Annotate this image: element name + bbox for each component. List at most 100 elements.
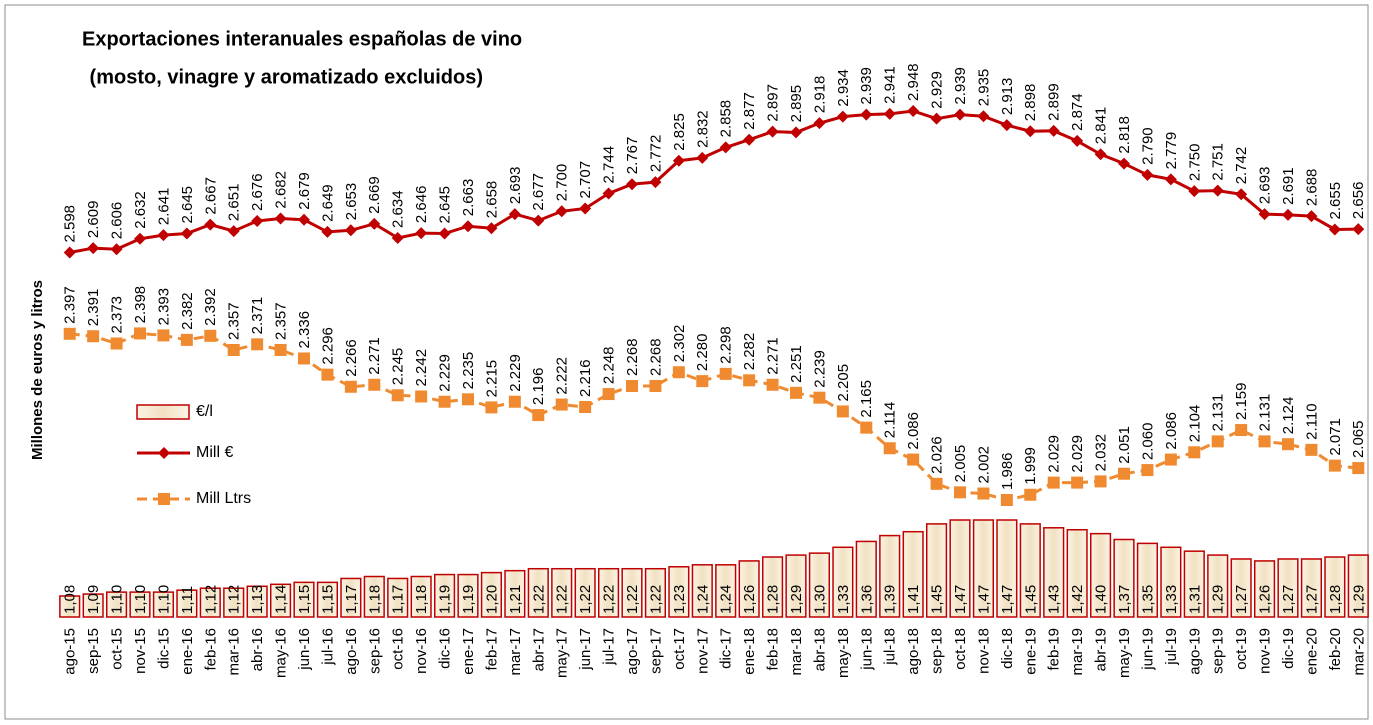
bar-value-label: 1,20 <box>483 585 500 614</box>
line-marker <box>274 343 287 356</box>
bar <box>1066 528 1088 618</box>
point-value-label: 2.653 <box>343 183 360 221</box>
point-value-label: 2.691 <box>1280 167 1297 205</box>
bar <box>410 575 432 618</box>
line-marker <box>649 379 662 392</box>
point-value-label: 2.679 <box>296 172 313 210</box>
bar <box>574 567 596 618</box>
point-value-label: 2.124 <box>1280 397 1297 435</box>
line-marker <box>1235 424 1248 437</box>
line-marker <box>63 246 76 259</box>
line-marker <box>907 453 920 466</box>
bar <box>1043 527 1065 618</box>
x-tick-label: abr-18 <box>811 628 828 671</box>
point-value-label: 2.790 <box>1139 127 1156 165</box>
bar <box>504 569 526 618</box>
bar-value-label: 1,36 <box>858 585 875 614</box>
line-marker <box>415 227 428 240</box>
bar-value-label: 1,26 <box>741 585 758 614</box>
point-value-label: 2.841 <box>1093 107 1110 145</box>
point-value-label: 2.002 <box>975 446 992 484</box>
point-value-label: 2.598 <box>62 205 79 243</box>
point-value-label: 2.336 <box>296 311 313 349</box>
bar-value-label: 1,19 <box>460 585 477 614</box>
line-marker <box>227 343 240 356</box>
x-tick-label: mar-18 <box>788 628 805 676</box>
bar <box>996 519 1018 618</box>
bar-value-label: 1,31 <box>1186 585 1203 614</box>
point-value-label: 2.688 <box>1303 169 1320 207</box>
bar <box>761 556 784 618</box>
bar-value-label: 1,23 <box>671 585 688 614</box>
point-value-label: 2.918 <box>811 76 828 114</box>
point-value-label: 2.832 <box>694 110 711 148</box>
line-marker <box>344 224 357 237</box>
bar <box>972 519 995 618</box>
point-value-label: 2.935 <box>975 69 992 107</box>
x-tick-label: may-17 <box>554 628 571 678</box>
line-marker <box>883 107 896 120</box>
line-marker <box>368 378 381 391</box>
line-marker <box>1211 184 1224 197</box>
x-tick-label: sep-16 <box>366 628 383 674</box>
line-marker <box>157 329 170 342</box>
point-value-label: 2.645 <box>437 186 454 224</box>
line-marker <box>555 398 568 411</box>
x-tick-label: mar-16 <box>226 628 243 676</box>
line-marker <box>298 213 310 226</box>
line-marker <box>1282 208 1294 221</box>
point-value-label: 2.682 <box>273 171 290 209</box>
point-value-label: 2.397 <box>62 286 79 324</box>
x-tick-label: feb-19 <box>1046 628 1063 671</box>
bar-value-label: 1,18 <box>366 585 383 614</box>
line-marker <box>508 208 521 221</box>
point-value-label: 2.877 <box>741 92 758 130</box>
point-value-label: 2.373 <box>109 296 126 334</box>
point-value-label: 2.398 <box>132 286 149 324</box>
bar-value-label: 1,22 <box>577 585 594 614</box>
line-marker <box>1118 157 1130 170</box>
point-value-label: 2.667 <box>202 177 219 215</box>
point-value-label: 2.818 <box>1116 116 1133 154</box>
x-tick-label: jun-17 <box>577 628 594 671</box>
line-marker <box>180 227 193 240</box>
line-marker <box>368 217 381 230</box>
bar <box>1183 550 1205 618</box>
bar-value-label: 1,45 <box>929 585 946 614</box>
x-tick-label: ago-17 <box>624 628 641 675</box>
point-value-label: 2.245 <box>390 348 407 386</box>
x-tick-label: dic-15 <box>155 628 172 669</box>
point-value-label: 2.104 <box>1186 405 1203 443</box>
line-marker <box>1141 464 1154 477</box>
point-value-label: 2.357 <box>273 302 290 340</box>
point-value-label: 2.658 <box>483 181 500 219</box>
bar-value-label: 1,15 <box>296 585 313 614</box>
point-value-label: 2.371 <box>249 297 266 335</box>
point-value-label: 2.302 <box>671 325 688 363</box>
bar-value-label: 1,24 <box>718 585 735 614</box>
x-tick-label: ago-19 <box>1186 628 1203 675</box>
x-tick-label: nov-16 <box>413 628 430 674</box>
point-value-label: 2.606 <box>109 202 126 240</box>
x-tick-label: sep-18 <box>929 628 946 674</box>
bar-value-label: 1,29 <box>1350 585 1367 614</box>
x-tick-label: jun-18 <box>858 628 875 671</box>
x-tick-label: dic-19 <box>1280 628 1297 669</box>
line-marker <box>1235 188 1248 201</box>
point-value-label: 2.772 <box>647 135 664 173</box>
line-marker <box>1282 438 1294 451</box>
line-marker <box>110 337 123 350</box>
bar-value-label: 1,19 <box>437 585 454 614</box>
legend-label: €/l <box>196 403 213 420</box>
point-value-label: 2.929 <box>929 71 946 109</box>
bar <box>387 577 409 618</box>
legend-swatch <box>136 404 190 420</box>
point-value-label: 2.165 <box>858 380 875 418</box>
line-marker <box>321 225 334 238</box>
point-value-label: 2.032 <box>1093 434 1110 472</box>
point-value-label: 2.114 <box>882 402 899 438</box>
point-value-label: 2.229 <box>437 354 454 392</box>
bar-value-label: 1,26 <box>1257 585 1274 614</box>
line-marker <box>766 125 779 138</box>
line-marker <box>1000 494 1013 506</box>
